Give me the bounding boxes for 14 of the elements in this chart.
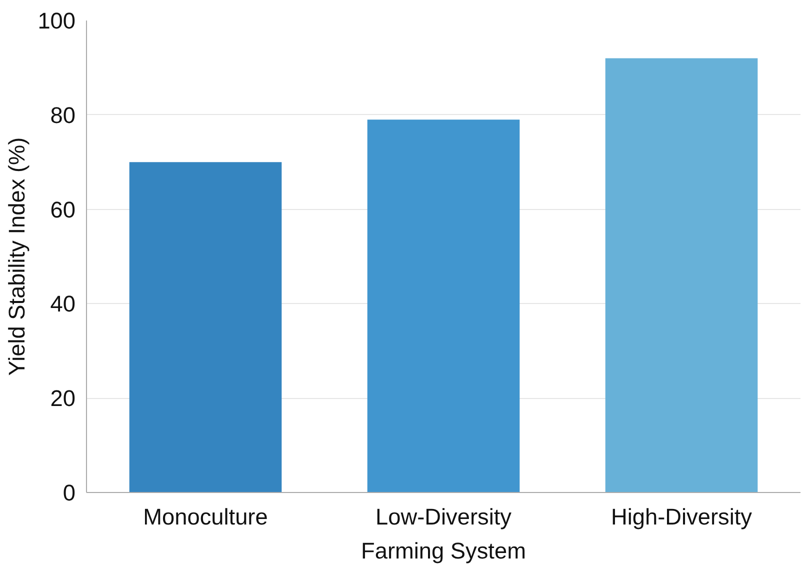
y-axis-title: Yield Stability Index (%) [4, 137, 30, 376]
y-tick-label: 100 [38, 8, 76, 34]
bar [605, 58, 758, 492]
y-tick-label: 20 [50, 385, 76, 412]
bar [129, 162, 282, 492]
x-tick-label: Low-Diversity [376, 504, 512, 530]
y-tick-label: 80 [50, 102, 76, 128]
y-tick-label: 0 [62, 480, 76, 506]
bar [367, 120, 520, 492]
y-tick-label: 40 [50, 290, 76, 317]
x-axis-title: Farming System [361, 538, 526, 564]
x-tick-label: Monoculture [143, 504, 268, 530]
y-tick-label: 60 [50, 196, 76, 222]
x-tick-label: High-Diversity [611, 504, 753, 530]
